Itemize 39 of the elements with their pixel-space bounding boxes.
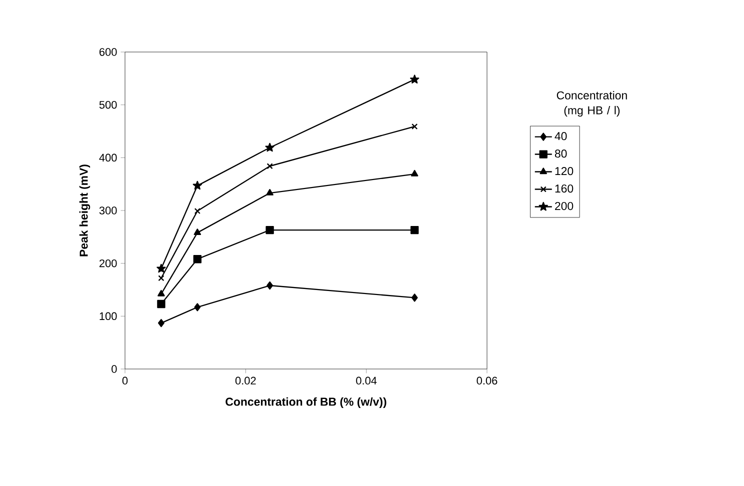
point (266, 163, 273, 170)
x-tick-label: 0.06 (476, 376, 498, 385)
x-tick-label: 0.04 (356, 376, 377, 385)
legend-label: 200 (555, 202, 574, 210)
point (194, 228, 202, 236)
legend-label: 120 (555, 167, 574, 176)
point (194, 303, 201, 312)
point (412, 123, 418, 130)
y-tick-label: 0 (112, 365, 117, 373)
point (266, 281, 274, 290)
point (266, 188, 274, 196)
point (411, 294, 418, 302)
point (194, 208, 200, 214)
y-tick-label: 500 (99, 100, 117, 109)
x-tick-label: 0.02 (235, 376, 256, 385)
point (410, 74, 420, 84)
point (156, 264, 166, 273)
point (265, 142, 274, 152)
point (158, 318, 164, 328)
point (410, 226, 419, 234)
legend-title: Concentration (mg HB / l) (556, 91, 627, 117)
x-tick-label: 0 (122, 376, 128, 385)
point (192, 180, 202, 190)
point (193, 255, 202, 264)
y-axis-title: Peak height (mV) (79, 164, 90, 256)
point (157, 300, 166, 308)
y-tick-label: 400 (99, 154, 117, 162)
y-tick-label: 300 (99, 206, 117, 214)
y-tick-label: 100 (100, 312, 117, 320)
point (158, 290, 165, 296)
legend-label: 160 (555, 184, 574, 193)
x-axis-title: Concentration of BB (% (w/v)) (226, 397, 386, 408)
y-tick-label: 600 (100, 48, 117, 56)
point (266, 226, 274, 234)
legend-label: 80 (554, 150, 567, 158)
legend-label: 40 (554, 132, 567, 140)
point (158, 275, 164, 282)
point (410, 170, 418, 176)
y-tick-label: 200 (99, 259, 117, 268)
